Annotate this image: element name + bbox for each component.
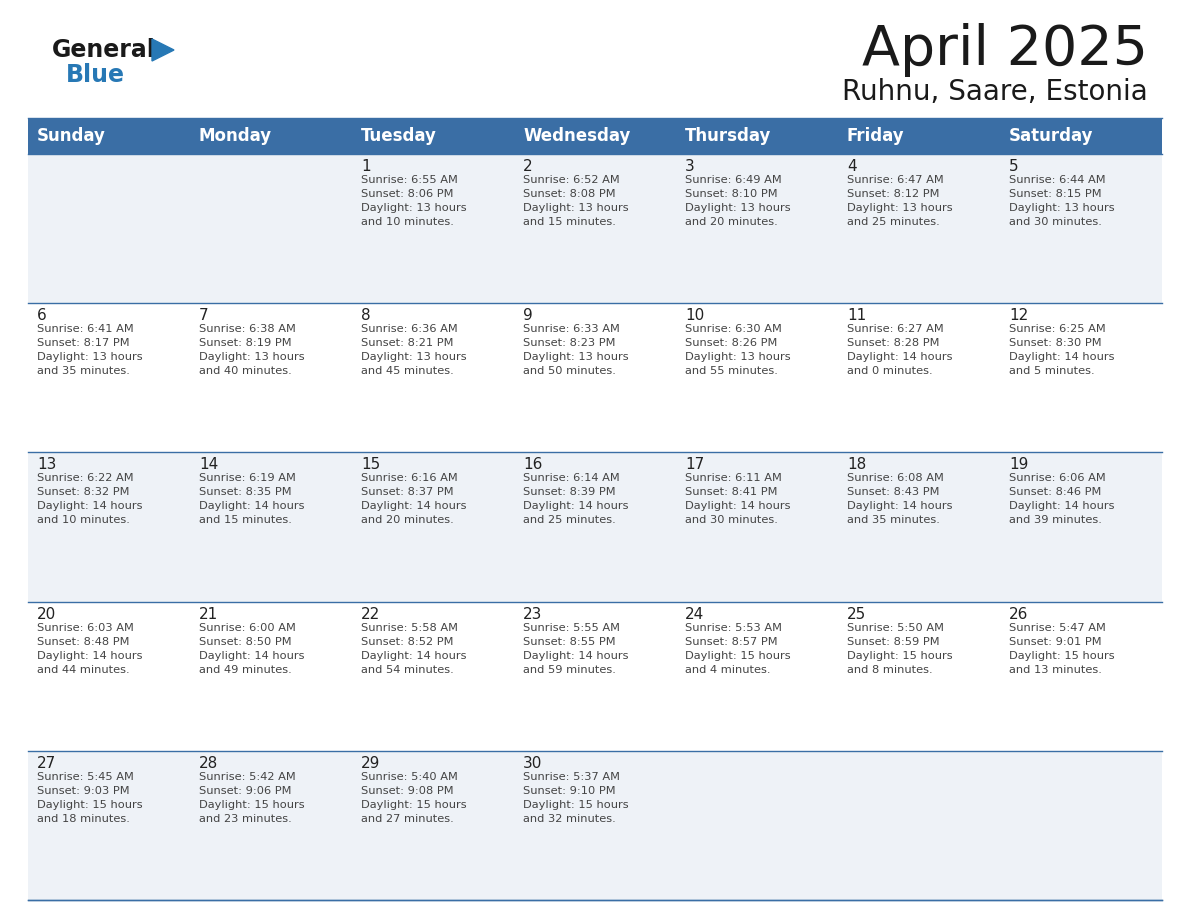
Text: 11: 11: [847, 308, 866, 323]
Text: 14: 14: [200, 457, 219, 473]
Text: Sunrise: 5:42 AM
Sunset: 9:06 PM
Daylight: 15 hours
and 23 minutes.: Sunrise: 5:42 AM Sunset: 9:06 PM Dayligh…: [200, 772, 304, 823]
Text: Sunrise: 6:06 AM
Sunset: 8:46 PM
Daylight: 14 hours
and 39 minutes.: Sunrise: 6:06 AM Sunset: 8:46 PM Dayligh…: [1009, 474, 1114, 525]
Text: Tuesday: Tuesday: [361, 127, 437, 145]
Text: 12: 12: [1009, 308, 1029, 323]
Text: Sunrise: 6:25 AM
Sunset: 8:30 PM
Daylight: 14 hours
and 5 minutes.: Sunrise: 6:25 AM Sunset: 8:30 PM Dayligh…: [1009, 324, 1114, 376]
Text: 5: 5: [1009, 159, 1018, 174]
Text: 16: 16: [523, 457, 543, 473]
Text: Sunrise: 6:52 AM
Sunset: 8:08 PM
Daylight: 13 hours
and 15 minutes.: Sunrise: 6:52 AM Sunset: 8:08 PM Dayligh…: [523, 175, 628, 227]
Bar: [29, 154, 1162, 303]
Bar: [29, 303, 1162, 453]
Text: 28: 28: [200, 756, 219, 771]
Text: 21: 21: [200, 607, 219, 621]
Text: General: General: [52, 38, 156, 62]
Text: 27: 27: [37, 756, 56, 771]
Text: 23: 23: [523, 607, 543, 621]
Text: Sunrise: 6:08 AM
Sunset: 8:43 PM
Daylight: 14 hours
and 35 minutes.: Sunrise: 6:08 AM Sunset: 8:43 PM Dayligh…: [847, 474, 953, 525]
Text: Sunrise: 5:50 AM
Sunset: 8:59 PM
Daylight: 15 hours
and 8 minutes.: Sunrise: 5:50 AM Sunset: 8:59 PM Dayligh…: [847, 622, 953, 675]
Text: Sunrise: 6:49 AM
Sunset: 8:10 PM
Daylight: 13 hours
and 20 minutes.: Sunrise: 6:49 AM Sunset: 8:10 PM Dayligh…: [685, 175, 791, 227]
Text: Sunrise: 5:58 AM
Sunset: 8:52 PM
Daylight: 14 hours
and 54 minutes.: Sunrise: 5:58 AM Sunset: 8:52 PM Dayligh…: [361, 622, 467, 675]
Text: Wednesday: Wednesday: [523, 127, 631, 145]
Text: Sunrise: 5:47 AM
Sunset: 9:01 PM
Daylight: 15 hours
and 13 minutes.: Sunrise: 5:47 AM Sunset: 9:01 PM Dayligh…: [1009, 622, 1114, 675]
Text: 30: 30: [523, 756, 543, 771]
Text: Sunrise: 6:55 AM
Sunset: 8:06 PM
Daylight: 13 hours
and 10 minutes.: Sunrise: 6:55 AM Sunset: 8:06 PM Dayligh…: [361, 175, 467, 227]
Text: Sunrise: 5:53 AM
Sunset: 8:57 PM
Daylight: 15 hours
and 4 minutes.: Sunrise: 5:53 AM Sunset: 8:57 PM Dayligh…: [685, 622, 791, 675]
Text: 3: 3: [685, 159, 695, 174]
Text: Sunrise: 5:55 AM
Sunset: 8:55 PM
Daylight: 14 hours
and 59 minutes.: Sunrise: 5:55 AM Sunset: 8:55 PM Dayligh…: [523, 622, 628, 675]
Text: 8: 8: [361, 308, 371, 323]
Text: Sunrise: 6:16 AM
Sunset: 8:37 PM
Daylight: 14 hours
and 20 minutes.: Sunrise: 6:16 AM Sunset: 8:37 PM Dayligh…: [361, 474, 467, 525]
Text: 2: 2: [523, 159, 532, 174]
Bar: [838, 118, 1000, 154]
Bar: [190, 118, 352, 154]
Text: Sunrise: 6:14 AM
Sunset: 8:39 PM
Daylight: 14 hours
and 25 minutes.: Sunrise: 6:14 AM Sunset: 8:39 PM Dayligh…: [523, 474, 628, 525]
Text: Sunrise: 6:30 AM
Sunset: 8:26 PM
Daylight: 13 hours
and 55 minutes.: Sunrise: 6:30 AM Sunset: 8:26 PM Dayligh…: [685, 324, 791, 376]
Text: Sunrise: 6:19 AM
Sunset: 8:35 PM
Daylight: 14 hours
and 15 minutes.: Sunrise: 6:19 AM Sunset: 8:35 PM Dayligh…: [200, 474, 304, 525]
Text: 17: 17: [685, 457, 704, 473]
Text: Sunrise: 6:44 AM
Sunset: 8:15 PM
Daylight: 13 hours
and 30 minutes.: Sunrise: 6:44 AM Sunset: 8:15 PM Dayligh…: [1009, 175, 1114, 227]
Text: Thursday: Thursday: [685, 127, 771, 145]
Text: Sunrise: 6:27 AM
Sunset: 8:28 PM
Daylight: 14 hours
and 0 minutes.: Sunrise: 6:27 AM Sunset: 8:28 PM Dayligh…: [847, 324, 953, 376]
Text: Sunrise: 6:00 AM
Sunset: 8:50 PM
Daylight: 14 hours
and 49 minutes.: Sunrise: 6:00 AM Sunset: 8:50 PM Dayligh…: [200, 622, 304, 675]
Text: 4: 4: [847, 159, 857, 174]
Bar: [29, 751, 1162, 900]
Text: 7: 7: [200, 308, 209, 323]
Text: 9: 9: [523, 308, 532, 323]
Bar: [352, 118, 514, 154]
Text: Sunrise: 5:45 AM
Sunset: 9:03 PM
Daylight: 15 hours
and 18 minutes.: Sunrise: 5:45 AM Sunset: 9:03 PM Dayligh…: [37, 772, 143, 823]
Bar: [29, 601, 1162, 751]
Bar: [1000, 118, 1162, 154]
Text: Sunrise: 6:36 AM
Sunset: 8:21 PM
Daylight: 13 hours
and 45 minutes.: Sunrise: 6:36 AM Sunset: 8:21 PM Dayligh…: [361, 324, 467, 376]
Text: Blue: Blue: [67, 63, 125, 87]
Bar: [29, 453, 1162, 601]
Text: 18: 18: [847, 457, 866, 473]
Text: Friday: Friday: [847, 127, 904, 145]
Text: Sunrise: 6:11 AM
Sunset: 8:41 PM
Daylight: 14 hours
and 30 minutes.: Sunrise: 6:11 AM Sunset: 8:41 PM Dayligh…: [685, 474, 790, 525]
Text: 25: 25: [847, 607, 866, 621]
Text: 24: 24: [685, 607, 704, 621]
Text: 29: 29: [361, 756, 380, 771]
Polygon shape: [152, 39, 173, 61]
Text: Sunrise: 6:33 AM
Sunset: 8:23 PM
Daylight: 13 hours
and 50 minutes.: Sunrise: 6:33 AM Sunset: 8:23 PM Dayligh…: [523, 324, 628, 376]
Text: Sunrise: 6:22 AM
Sunset: 8:32 PM
Daylight: 14 hours
and 10 minutes.: Sunrise: 6:22 AM Sunset: 8:32 PM Dayligh…: [37, 474, 143, 525]
Text: 13: 13: [37, 457, 56, 473]
Bar: [514, 118, 676, 154]
Text: Saturday: Saturday: [1009, 127, 1093, 145]
Text: 1: 1: [361, 159, 371, 174]
Text: 20: 20: [37, 607, 56, 621]
Text: 15: 15: [361, 457, 380, 473]
Bar: [29, 118, 190, 154]
Text: April 2025: April 2025: [862, 23, 1148, 77]
Text: Sunrise: 5:40 AM
Sunset: 9:08 PM
Daylight: 15 hours
and 27 minutes.: Sunrise: 5:40 AM Sunset: 9:08 PM Dayligh…: [361, 772, 467, 823]
Text: 22: 22: [361, 607, 380, 621]
Text: Sunrise: 6:38 AM
Sunset: 8:19 PM
Daylight: 13 hours
and 40 minutes.: Sunrise: 6:38 AM Sunset: 8:19 PM Dayligh…: [200, 324, 304, 376]
Text: 19: 19: [1009, 457, 1029, 473]
Text: Sunrise: 6:47 AM
Sunset: 8:12 PM
Daylight: 13 hours
and 25 minutes.: Sunrise: 6:47 AM Sunset: 8:12 PM Dayligh…: [847, 175, 953, 227]
Text: Ruhnu, Saare, Estonia: Ruhnu, Saare, Estonia: [842, 78, 1148, 106]
Bar: [676, 118, 838, 154]
Text: Sunrise: 6:41 AM
Sunset: 8:17 PM
Daylight: 13 hours
and 35 minutes.: Sunrise: 6:41 AM Sunset: 8:17 PM Dayligh…: [37, 324, 143, 376]
Text: 10: 10: [685, 308, 704, 323]
Text: Sunrise: 5:37 AM
Sunset: 9:10 PM
Daylight: 15 hours
and 32 minutes.: Sunrise: 5:37 AM Sunset: 9:10 PM Dayligh…: [523, 772, 628, 823]
Text: Sunrise: 6:03 AM
Sunset: 8:48 PM
Daylight: 14 hours
and 44 minutes.: Sunrise: 6:03 AM Sunset: 8:48 PM Dayligh…: [37, 622, 143, 675]
Text: Monday: Monday: [200, 127, 272, 145]
Text: Sunday: Sunday: [37, 127, 106, 145]
Text: 26: 26: [1009, 607, 1029, 621]
Text: 6: 6: [37, 308, 46, 323]
